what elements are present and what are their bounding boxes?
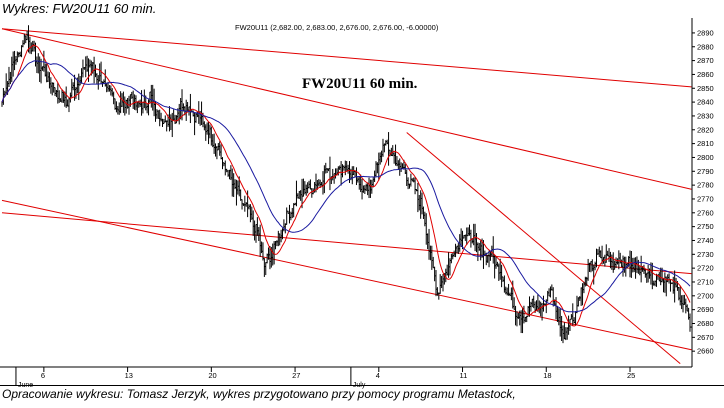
axes: 2660267026802690270027102720273027402750… bbox=[0, 18, 714, 389]
y-tick-label: 2700 bbox=[697, 291, 714, 300]
y-tick-label: 2750 bbox=[697, 222, 714, 231]
y-tick-label: 2810 bbox=[697, 139, 714, 148]
chart-title: FW20U11 60 min. bbox=[302, 76, 418, 92]
trendline-top_channel bbox=[1, 28, 692, 88]
y-tick-label: 2830 bbox=[697, 111, 714, 120]
y-tick-label: 2840 bbox=[697, 98, 714, 107]
y-tick-label: 2860 bbox=[697, 70, 714, 79]
y-tick-label: 2780 bbox=[697, 181, 714, 190]
y-tick-label: 2720 bbox=[697, 264, 714, 273]
y-tick-label: 2710 bbox=[697, 277, 714, 286]
y-tick-label: 2670 bbox=[697, 333, 714, 342]
price-bars bbox=[1, 25, 692, 344]
y-tick-label: 2800 bbox=[697, 153, 714, 162]
x-tick-label: 25 bbox=[627, 371, 635, 380]
y-tick-label: 2770 bbox=[697, 194, 714, 203]
moving-averages bbox=[1, 44, 691, 327]
y-tick-label: 2880 bbox=[697, 42, 714, 51]
y-tick-label: 2730 bbox=[697, 250, 714, 259]
y-tick-label: 2790 bbox=[697, 167, 714, 176]
y-tick-label: 2660 bbox=[697, 347, 714, 356]
y-tick-label: 2690 bbox=[697, 305, 714, 314]
chart-caption-top: Wykres: FW20U11 60 min. bbox=[2, 1, 157, 16]
moving-average-long bbox=[1, 60, 691, 313]
x-tick-label: 18 bbox=[543, 371, 551, 380]
divider bbox=[0, 385, 724, 386]
trendline-steep_descending bbox=[406, 132, 681, 364]
chart-area: 2660 2670 2680 2690 2700 2710 2720 2730 2740 2750… bbox=[0, 18, 724, 390]
y-tick-label: 2850 bbox=[697, 84, 714, 93]
price-chart: 2660267026802690270027102720273027402750… bbox=[0, 18, 724, 390]
x-tick-label: 27 bbox=[292, 371, 300, 380]
chart-info-header: FW20U11 (2,682.00, 2,683.00, 2,676.00, 2… bbox=[235, 23, 439, 32]
x-tick-label: 6 bbox=[41, 371, 45, 380]
y-tick-label: 2890 bbox=[697, 28, 714, 37]
y-tick-label: 2760 bbox=[697, 208, 714, 217]
plot-background bbox=[0, 18, 724, 390]
chart-caption-bottom: Opracowanie wykresu: Tomasz Jerzyk, wykr… bbox=[2, 387, 516, 401]
y-tick-label: 2820 bbox=[697, 125, 714, 134]
trendline-horizontal_support bbox=[1, 212, 692, 275]
y-tick-label: 2740 bbox=[697, 236, 714, 245]
trendline-upper_middle bbox=[1, 28, 692, 190]
x-tick-label: 13 bbox=[125, 371, 133, 380]
x-tick-label: 11 bbox=[460, 371, 468, 380]
x-tick-label: 20 bbox=[208, 371, 216, 380]
y-tick-label: 2680 bbox=[697, 319, 714, 328]
x-tick-label: 4 bbox=[376, 371, 380, 380]
moving-average-short bbox=[1, 44, 691, 327]
y-tick-label: 2870 bbox=[697, 56, 714, 65]
